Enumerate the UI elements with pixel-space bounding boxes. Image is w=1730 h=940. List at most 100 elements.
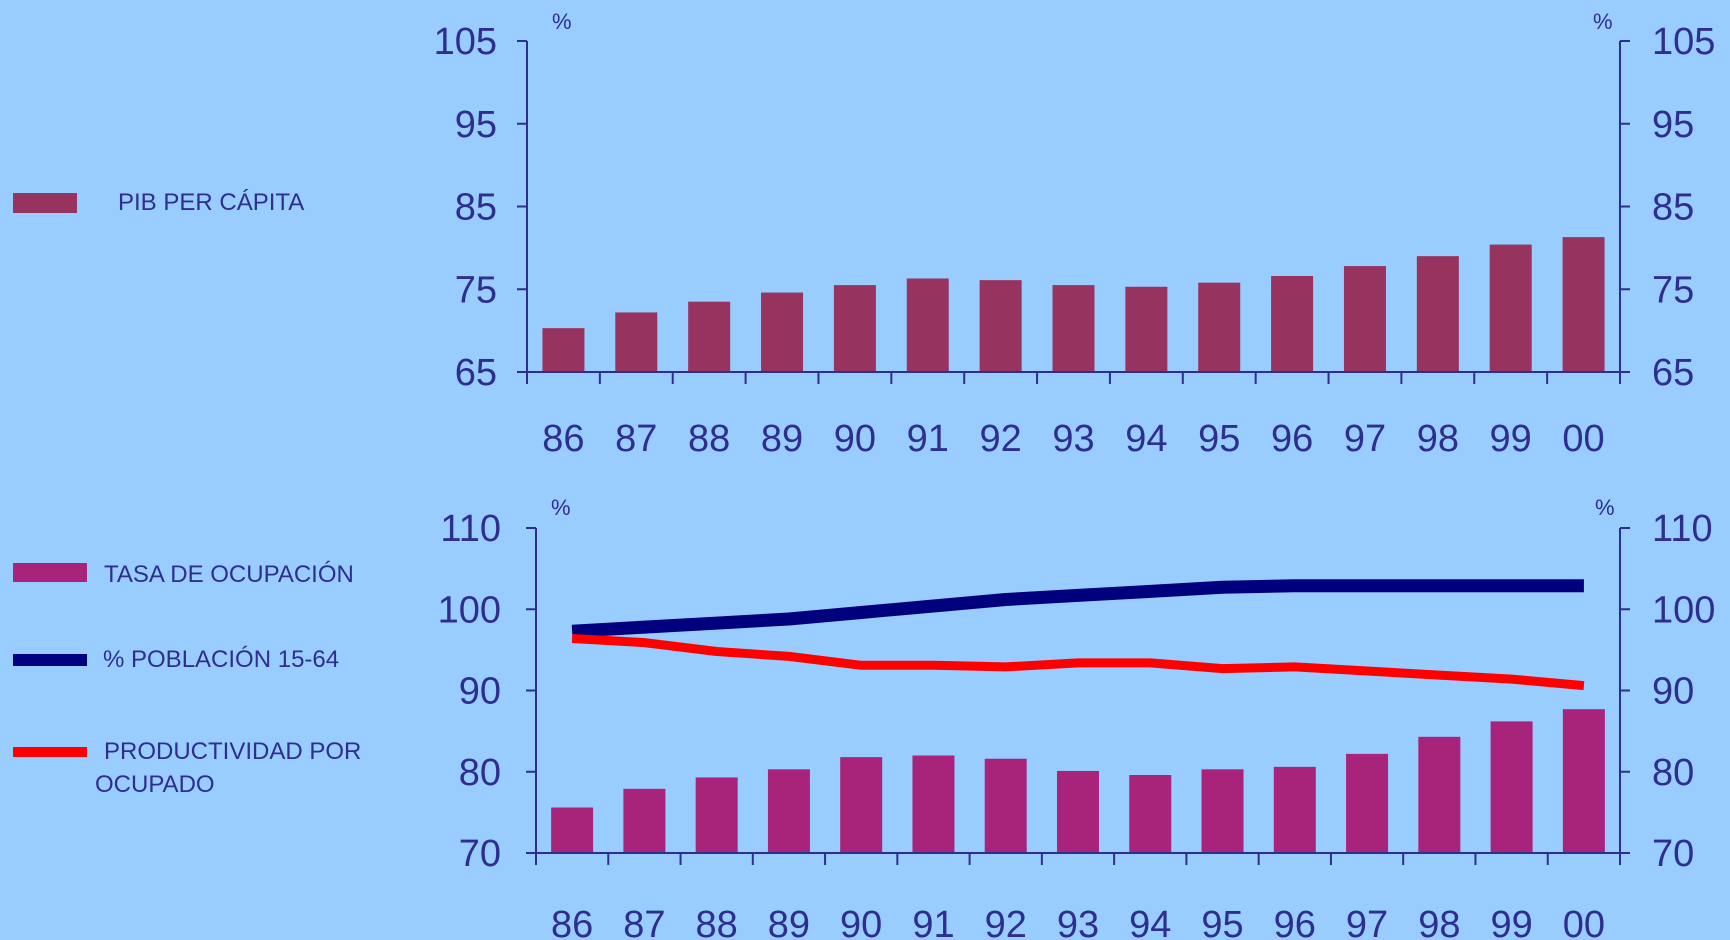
chart2-xtick-label-98: 98 — [1418, 904, 1460, 940]
chart1-bar-89 — [761, 292, 804, 372]
legend-label-tasa-ocupacion: TASA DE OCUPACIÓN — [104, 561, 354, 588]
chart2-ytick-label-left-80: 80 — [459, 752, 501, 794]
chart1-bar-99 — [1489, 244, 1532, 372]
chart1-xtick-label-93: 93 — [1052, 418, 1094, 460]
chart1-bar-94 — [1125, 286, 1168, 372]
chart2-xtick-label-92: 92 — [985, 904, 1027, 940]
chart2-xtick-label-96: 96 — [1274, 904, 1316, 940]
chart1-bar-91 — [906, 278, 949, 372]
chart1-unit-label-left: % — [552, 9, 572, 34]
chart2-bar-91 — [912, 755, 955, 853]
chart2-xtick-label-88: 88 — [696, 904, 738, 940]
chart1-xtick-label-95: 95 — [1198, 418, 1240, 460]
chart1-ytick-label-left-65: 65 — [455, 352, 497, 394]
chart1-bar-93 — [1052, 285, 1095, 372]
chart2-xtick-label-94: 94 — [1129, 904, 1171, 940]
chart1-xtick-label-91: 91 — [907, 418, 949, 460]
chart2-bar-86 — [551, 807, 594, 853]
legend-label-productividad: PRODUCTIVIDAD POR — [104, 738, 362, 765]
chart2-bar-90 — [840, 757, 883, 853]
chart1-unit-label-right: % — [1593, 9, 1613, 34]
legend-label-pib: PIB PER CÁPITA — [118, 189, 305, 216]
chart2-ytick-label-right-80: 80 — [1652, 752, 1694, 794]
chart1-bar-98 — [1416, 256, 1459, 372]
legend-item-tasa-ocupacion: TASA DE OCUPACIÓN — [0, 556, 420, 596]
chart1-xtick-label-98: 98 — [1417, 418, 1459, 460]
chart1-ytick-label-right-105: 105 — [1652, 21, 1715, 63]
chart2-xtick-label-89: 89 — [768, 904, 810, 940]
chart1-ytick-label-right-85: 85 — [1652, 187, 1694, 229]
chart1-bar-86 — [542, 328, 585, 372]
legend-swatch-tasa-ocupacion — [13, 563, 87, 582]
chart2-xtick-label-95: 95 — [1201, 904, 1243, 940]
chart1-bar-97 — [1343, 266, 1386, 372]
chart1-bar-88 — [688, 301, 731, 372]
chart1-xtick-label-87: 87 — [615, 418, 657, 460]
chart2-ytick-label-left-70: 70 — [459, 833, 501, 875]
chart1-ytick-label-right-65: 65 — [1652, 352, 1694, 394]
chart2-bar-00 — [1562, 709, 1605, 853]
chart2-bar-88 — [695, 777, 738, 853]
chart1-xtick-label-89: 89 — [761, 418, 803, 460]
chart1-xtick-label-90: 90 — [834, 418, 876, 460]
chart2-bar-95 — [1201, 769, 1244, 853]
chart2-xtick-label-91: 91 — [912, 904, 954, 940]
chart2-ytick-label-left-100: 100 — [438, 589, 501, 631]
chart2-ytick-label-left-90: 90 — [459, 671, 501, 713]
chart1-xtick-label-86: 86 — [542, 418, 584, 460]
chart2-ytick-label-right-100: 100 — [1652, 589, 1715, 631]
legend-swatch-poblacion — [13, 654, 87, 666]
chart2-bar-87 — [623, 788, 666, 853]
chart1-bar-92 — [979, 280, 1022, 372]
chart2-unit-label-right: % — [1595, 495, 1615, 520]
chart2-bar-96 — [1273, 766, 1316, 853]
chart1-xtick-label-96: 96 — [1271, 418, 1313, 460]
legend-item-pib: PIB PER CÁPITA — [0, 180, 400, 230]
legend-item-productividad: PRODUCTIVIDAD POR OCUPADO — [0, 738, 420, 810]
chart1-bar-96 — [1271, 276, 1314, 372]
chart1-ytick-label-left-85: 85 — [455, 187, 497, 229]
chart2-bar-94 — [1129, 775, 1172, 853]
chart2-xtick-label-87: 87 — [623, 904, 665, 940]
chart2-bar-97 — [1346, 753, 1389, 853]
chart2-xtick-label-97: 97 — [1346, 904, 1388, 940]
chart2-bar-92 — [984, 758, 1027, 853]
chart1-xtick-label-99: 99 — [1490, 418, 1532, 460]
chart2-bar-89 — [767, 769, 810, 853]
chart1-bar-95 — [1198, 282, 1241, 372]
chart2-bar-99 — [1490, 721, 1533, 853]
chart2-xtick-label-86: 86 — [551, 904, 593, 940]
chart2-ytick-label-left-110: 110 — [440, 508, 501, 550]
chart1-ytick-label-right-95: 95 — [1652, 104, 1694, 146]
chart1-xtick-label-94: 94 — [1125, 418, 1167, 460]
chart2-ytick-label-right-90: 90 — [1652, 671, 1694, 713]
chart2-ytick-label-right-110: 110 — [1652, 508, 1713, 550]
chart1-xtick-label-97: 97 — [1344, 418, 1386, 460]
chart1-bar-00 — [1562, 237, 1605, 372]
chart2-ytick-label-right-70: 70 — [1652, 833, 1694, 875]
chart1-xtick-label-88: 88 — [688, 418, 730, 460]
legend-label-productividad-line2: OCUPADO — [95, 771, 215, 798]
legend-swatch-pib — [13, 193, 77, 213]
chart1-xtick-label-92: 92 — [979, 418, 1021, 460]
chart1-ytick-label-left-75: 75 — [455, 269, 497, 311]
chart1-bar-87 — [615, 312, 658, 372]
chart2-xtick-label-90: 90 — [840, 904, 882, 940]
chart2-line-2 — [571, 634, 1585, 691]
chart2-bar-93 — [1057, 770, 1099, 853]
legend-item-poblacion: % POBLACIÓN 15-64 — [0, 646, 420, 676]
chart2-unit-label-left: % — [551, 495, 571, 520]
legend-swatch-productividad — [13, 747, 87, 757]
chart1-ytick-label-right-75: 75 — [1652, 269, 1694, 311]
legend-label-poblacion: % POBLACIÓN 15-64 — [103, 646, 340, 673]
chart2-bar-98 — [1418, 736, 1461, 853]
chart1-ytick-label-left-105: 105 — [434, 21, 497, 63]
chart2-xtick-label-93: 93 — [1057, 904, 1099, 940]
chart2-xtick-label-99: 99 — [1490, 904, 1532, 940]
chart1-bar-90 — [833, 285, 876, 372]
chart1-ytick-label-left-95: 95 — [455, 104, 497, 146]
chart1-xtick-label-00: 00 — [1562, 418, 1604, 460]
chart2-line-1 — [571, 579, 1584, 638]
chart2-xtick-label-00: 00 — [1563, 904, 1605, 940]
